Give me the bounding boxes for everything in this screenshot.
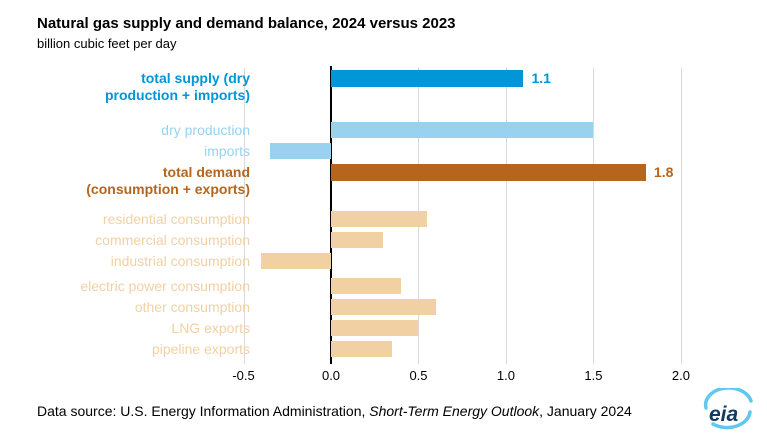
x-tick-label: 1.5	[584, 368, 603, 383]
bar-track-industrial-consumption	[236, 253, 700, 274]
bar-row-electric-power-consumption: electric power consumption	[0, 278, 767, 299]
bar-row-residential-consumption: residential consumption	[0, 211, 767, 232]
data-source-publication: Short-Term Energy Outlook	[369, 403, 540, 419]
data-source-suffix: , January 2024	[539, 403, 632, 419]
bar-electric-power-consumption	[331, 278, 401, 294]
bar-track-dry-production	[236, 122, 700, 143]
bar-label-line: dry production	[161, 122, 250, 138]
bar-label-line: production + imports)	[104, 87, 250, 103]
bar-row-dry-production: dry production	[0, 122, 767, 143]
eia-logo-arc	[703, 386, 753, 410]
bar-chart: total supply (dry production + imports) 1.…	[0, 66, 767, 388]
bar-label-line: commercial consumption	[95, 232, 250, 248]
bar-label-line: pipeline exports	[151, 341, 250, 357]
x-tick-label: 0.0	[321, 368, 341, 383]
bar-lng-exports	[331, 320, 419, 336]
data-source-prefix: Data source: U.S. Energy Information Adm…	[37, 403, 370, 419]
bar-residential-consumption	[331, 211, 428, 227]
bar-track-residential-consumption	[236, 211, 700, 232]
bar-track-pipeline-exports	[236, 341, 700, 362]
value-label-total-demand: 1.8	[653, 164, 674, 180]
bar-label-lng-exports: LNG exports	[0, 320, 250, 337]
bar-industrial-consumption	[261, 253, 331, 269]
bar-track-electric-power-consumption	[236, 278, 700, 299]
bar-total-supply	[331, 70, 524, 87]
bar-label-imports: imports	[0, 143, 250, 160]
eia-logo-arc-bottom	[711, 410, 752, 430]
bar-label-line: total supply (dry	[141, 70, 250, 86]
bar-label-other-consumption: other consumption	[0, 299, 250, 316]
bar-track-commercial-consumption	[236, 232, 700, 253]
bar-total-demand	[331, 164, 646, 181]
page-title: Natural gas supply and demand balance, 2…	[37, 15, 456, 32]
bar-imports	[269, 143, 331, 159]
bar-label-line: industrial consumption	[110, 253, 250, 269]
bar-track-total-supply: 1.1	[236, 70, 700, 104]
bar-row-imports: imports	[0, 143, 767, 164]
bar-track-lng-exports	[236, 320, 700, 341]
value-label-total-supply: 1.1	[531, 70, 551, 86]
bar-commercial-consumption	[331, 232, 384, 248]
data-source-note: Data source: U.S. Energy Information Adm…	[37, 403, 632, 419]
bar-rows: total supply (dry production + imports) 1.…	[0, 70, 767, 362]
gridline	[680, 68, 682, 364]
bar-label-dry-production: dry production	[0, 122, 250, 139]
bar-label-line: imports	[204, 143, 250, 159]
bar-row-other-consumption: other consumption	[0, 299, 767, 320]
bar-label-residential-consumption: residential consumption	[0, 211, 250, 228]
bar-row-lng-exports: LNG exports	[0, 320, 767, 341]
eia-logo-text: eia	[709, 403, 739, 426]
bar-row-total-supply: total supply (dry production + imports) 1.…	[0, 70, 767, 104]
bar-label-line: LNG exports	[171, 320, 250, 336]
bar-row-total-demand: total demand (consumption + exports) 1.8	[0, 164, 767, 198]
bar-label-electric-power-consumption: electric power consumption	[0, 278, 250, 295]
gridline	[505, 68, 507, 364]
bar-label-industrial-consumption: industrial consumption	[0, 253, 250, 270]
x-axis-ticks: -0.5 0.0 0.5 1.0 1.5 2.0	[232, 368, 700, 384]
bar-label-total-demand: total demand (consumption + exports)	[0, 164, 250, 198]
gridline	[243, 68, 245, 364]
bar-track-imports	[236, 143, 700, 164]
bar-label-line: total demand	[162, 164, 250, 180]
bar-other-consumption	[331, 299, 436, 315]
chart-subtitle: billion cubic feet per day	[37, 36, 177, 51]
gridline	[593, 68, 595, 364]
x-tick-label: 0.5	[409, 368, 428, 383]
bar-row-pipeline-exports: pipeline exports	[0, 341, 767, 362]
bar-label-commercial-consumption: commercial consumption	[0, 232, 250, 249]
x-tick-label: 2.0	[671, 368, 690, 383]
bar-row-industrial-consumption: industrial consumption	[0, 253, 767, 274]
bar-pipeline-exports	[331, 341, 393, 357]
bar-label-line: other consumption	[134, 299, 250, 315]
eia-logo: eia	[701, 386, 755, 437]
bar-track-total-demand: 1.8	[236, 164, 700, 198]
bar-label-line: electric power consumption	[80, 278, 250, 294]
bar-row-commercial-consumption: commercial consumption	[0, 232, 767, 253]
bar-label-total-supply: total supply (dry production + imports)	[0, 70, 250, 104]
x-tick-label: -0.5	[232, 368, 255, 383]
bar-label-pipeline-exports: pipeline exports	[0, 341, 250, 358]
eia-logo-graphic: eia	[703, 386, 753, 430]
bar-label-line: residential consumption	[102, 211, 250, 227]
bar-label-line: (consumption + exports)	[86, 181, 250, 197]
x-tick-label: 1.0	[496, 368, 515, 383]
bar-track-other-consumption	[236, 299, 700, 320]
bar-dry-production	[331, 122, 594, 138]
